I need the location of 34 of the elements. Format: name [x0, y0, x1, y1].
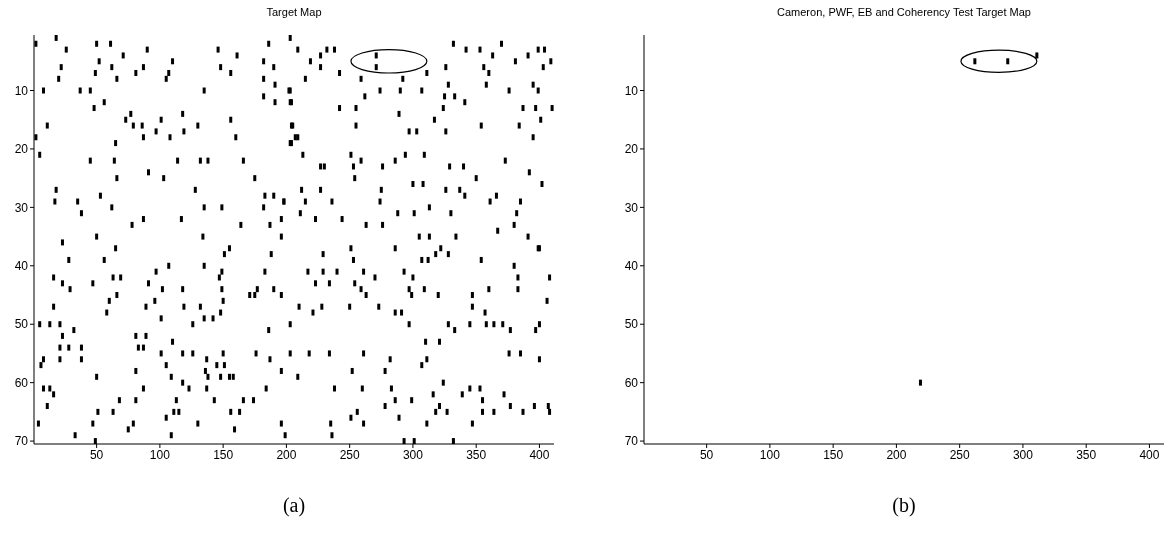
- x-tick-label: 100: [149, 447, 171, 462]
- x-tick-label: 350: [466, 447, 487, 462]
- y-tick-label: 70: [14, 434, 29, 449]
- y-tick-label: 20: [624, 142, 639, 157]
- x-tick-label: 200: [886, 447, 907, 462]
- chart-title: Target Map: [265, 6, 323, 18]
- y-tick-label: 10: [14, 83, 29, 98]
- x-tick-label: 250: [339, 447, 360, 462]
- x-tick-label: 150: [823, 447, 844, 462]
- chart-title: Cameron, PWF, EB and Coherency Test Target Map: [776, 6, 1032, 18]
- y-tick-label: 50: [624, 317, 639, 332]
- x-tick-label: 350: [1076, 447, 1097, 462]
- x-tick-label: 300: [1012, 447, 1034, 462]
- x-tick-label: 400: [529, 447, 550, 462]
- y-tick-label: 20: [14, 142, 29, 157]
- text: (a): [281, 494, 307, 517]
- x-tick-label: 300: [402, 447, 424, 462]
- y-tick-label: 30: [624, 200, 639, 215]
- x-tick-label: 250: [949, 447, 970, 462]
- y-tick-label: 40: [624, 259, 639, 274]
- y-tick-label: 10: [624, 83, 639, 98]
- y-tick-label: 40: [14, 259, 29, 274]
- y-tick-label: 70: [624, 434, 639, 449]
- x-tick-label: 50: [699, 447, 714, 462]
- x-tick-label: 100: [759, 447, 781, 462]
- y-tick-label: 50: [14, 317, 29, 332]
- x-tick-label: 150: [213, 447, 234, 462]
- x-tick-label: 200: [276, 447, 297, 462]
- y-tick-label: 60: [14, 375, 29, 390]
- y-tick-label: 30: [14, 200, 29, 215]
- y-tick-label: 60: [624, 375, 639, 390]
- x-tick-label: 50: [89, 447, 104, 462]
- text: (b): [891, 494, 917, 517]
- x-tick-label: 400: [1139, 447, 1160, 462]
